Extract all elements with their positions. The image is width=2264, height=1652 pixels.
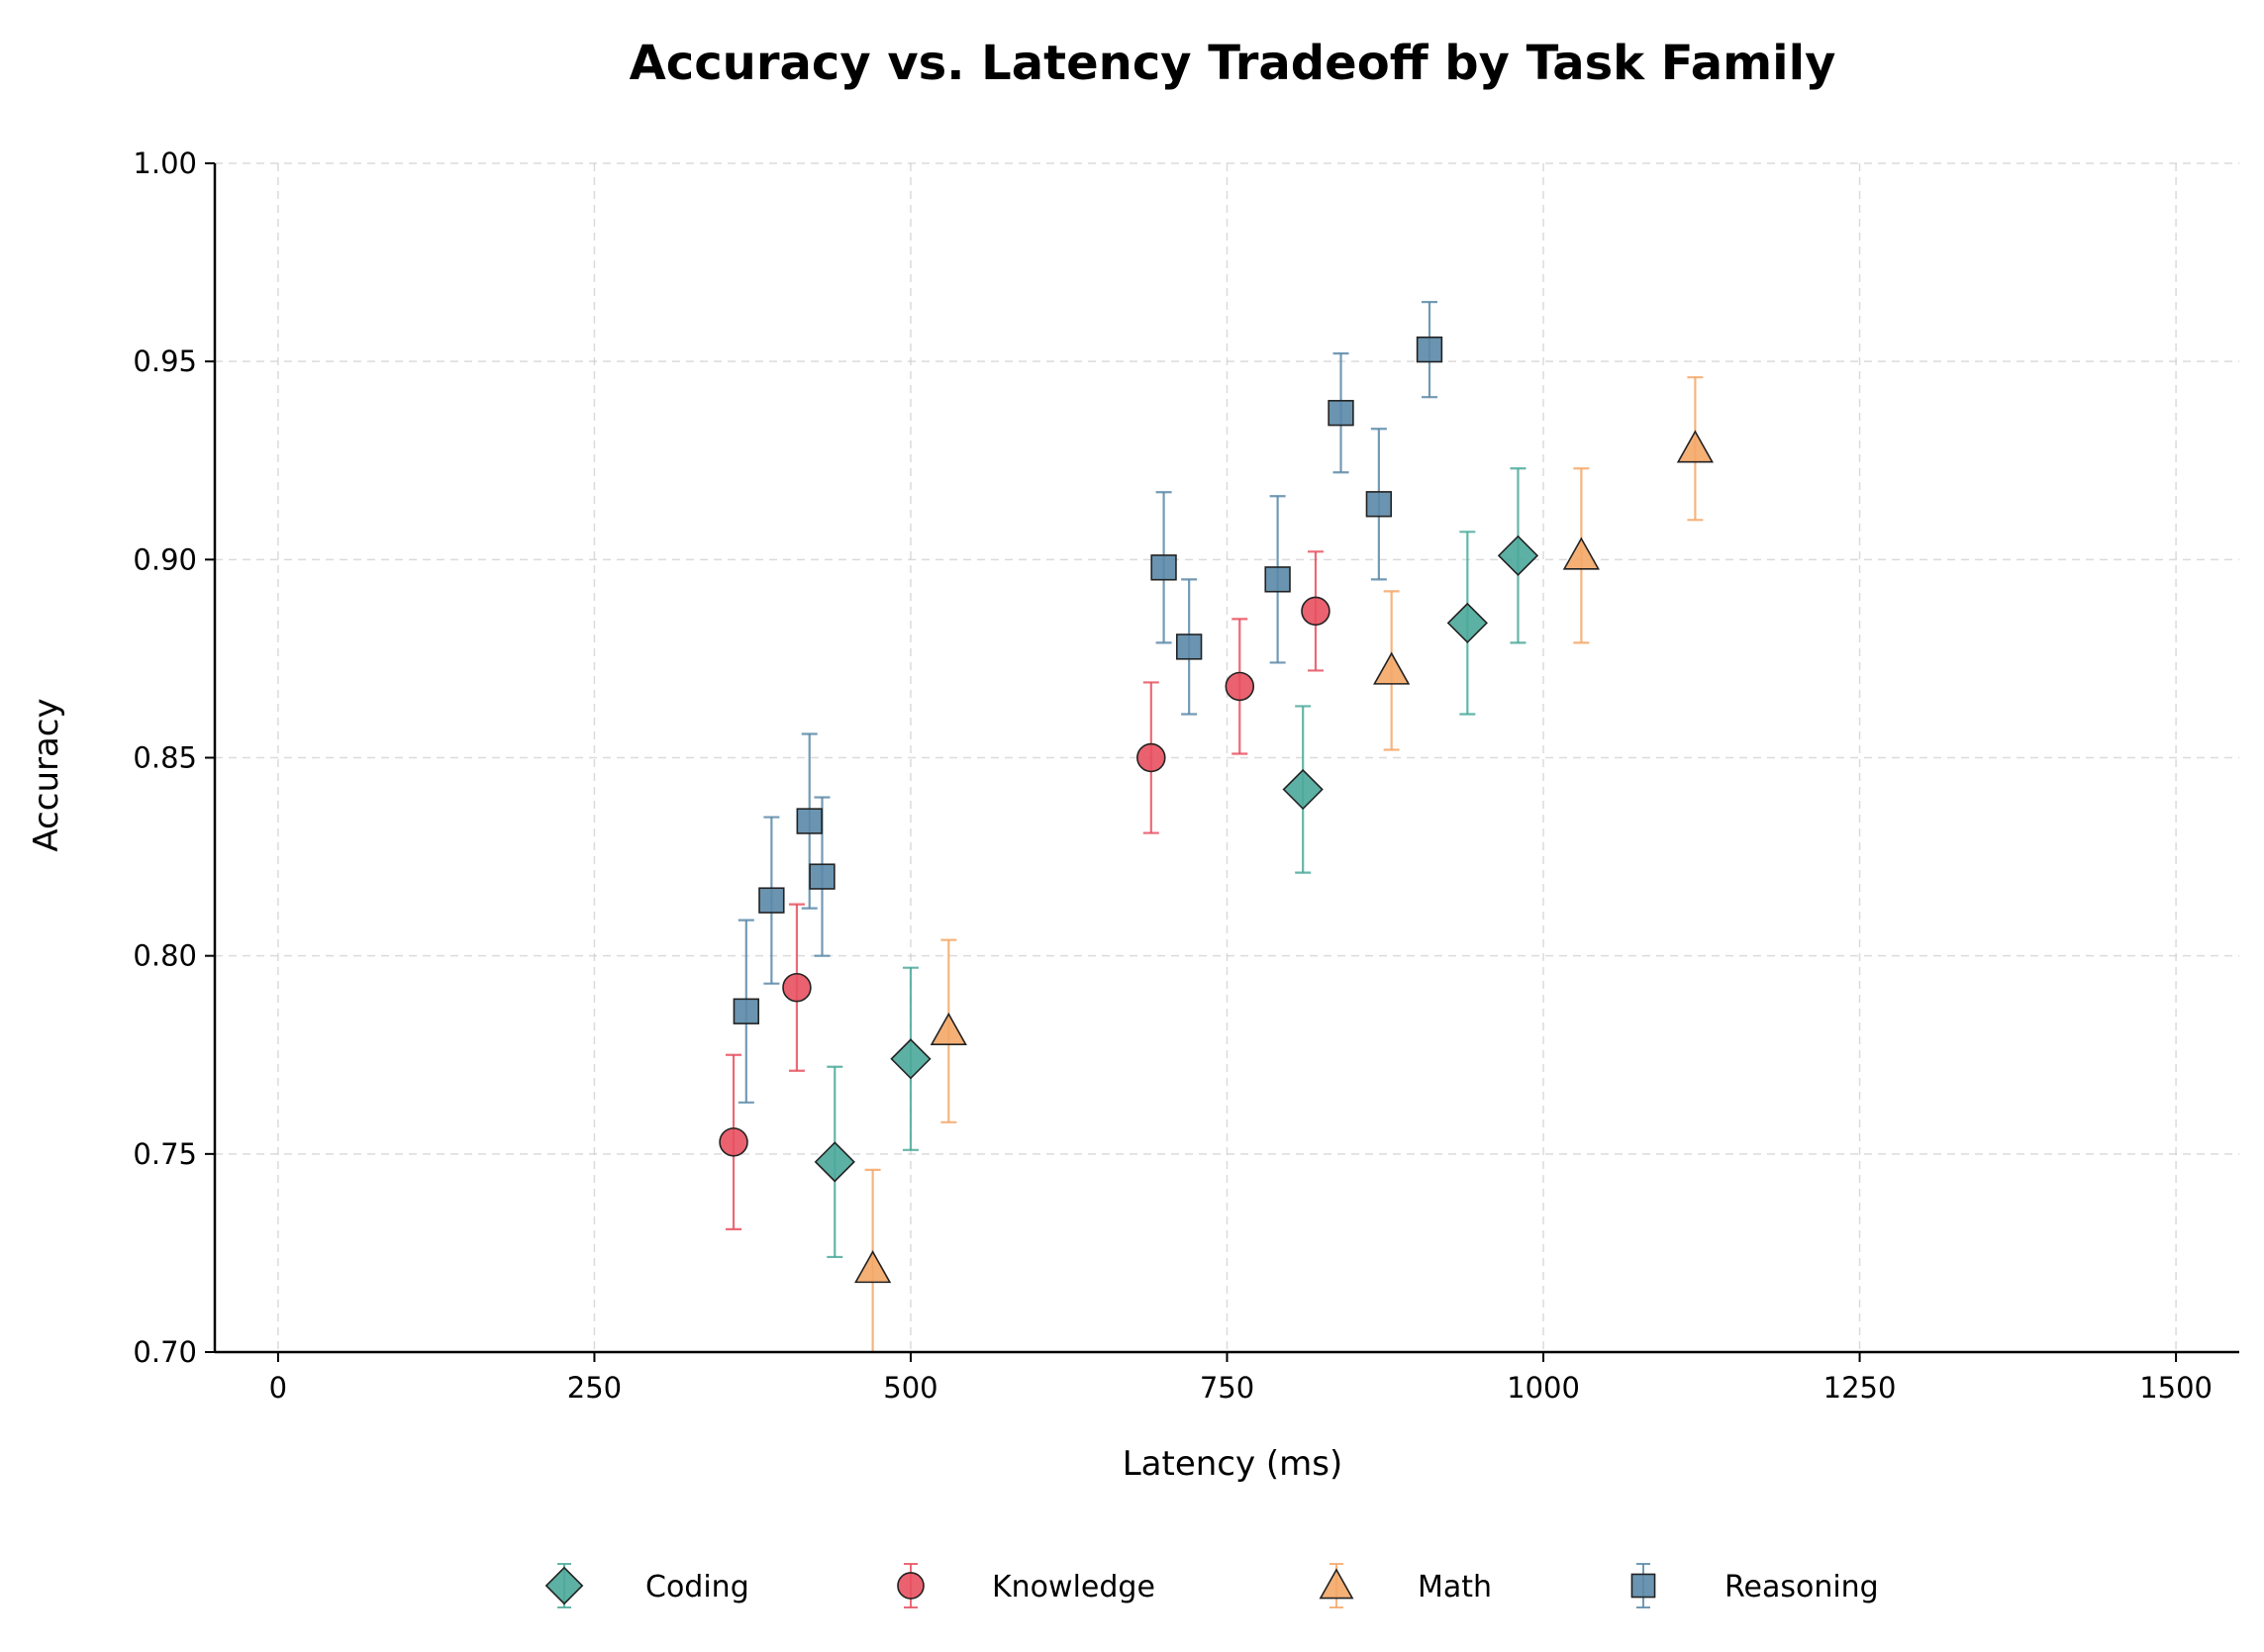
math-point xyxy=(1676,430,1715,463)
reasoning-point xyxy=(1416,336,1443,363)
y-tick-label: 0.95 xyxy=(133,344,197,378)
legend-label-coding: Coding xyxy=(645,1570,749,1604)
coding-point xyxy=(1282,768,1324,811)
x-axis-label: Latency (ms) xyxy=(1123,1444,1343,1484)
reasoning-point xyxy=(733,998,759,1024)
reasoning-point xyxy=(796,808,823,834)
coding-point xyxy=(890,1038,932,1080)
y-tick-label: 0.70 xyxy=(133,1335,197,1369)
x-tick-label: 1250 xyxy=(1823,1371,1897,1405)
knowledge-point xyxy=(1225,671,1255,702)
knowledge-point xyxy=(782,972,812,1003)
error-bars xyxy=(726,301,1704,1352)
math-point xyxy=(930,1012,967,1045)
knowledge-point xyxy=(719,1127,748,1157)
math-point xyxy=(1562,536,1600,570)
y-tick-label: 0.80 xyxy=(133,939,197,973)
math-point xyxy=(1373,651,1411,685)
axes: 0 250 500 750 1000 1250 1500 0.70 0.75 0.80 0.85 0.… xyxy=(133,146,2239,1405)
reasoning-point xyxy=(1150,554,1177,581)
legend-label-math: Math xyxy=(1418,1570,1492,1604)
legend-entry-knowledge: Knowledge xyxy=(897,1563,1155,1608)
reasoning-point xyxy=(758,887,785,914)
reasoning-point xyxy=(1264,566,1291,593)
legend-entry-coding: Coding xyxy=(544,1563,749,1608)
legend-marker-coding xyxy=(544,1566,584,1605)
knowledge-point xyxy=(1136,742,1166,773)
legend-label-reasoning: Reasoning xyxy=(1724,1570,1879,1604)
x-tick-label: 250 xyxy=(567,1371,622,1405)
knowledge-point xyxy=(1301,596,1330,627)
x-tick-label: 750 xyxy=(1200,1371,1254,1405)
grid xyxy=(215,162,2239,1352)
reasoning-point xyxy=(809,863,836,890)
reasoning-point xyxy=(1175,633,1203,660)
math-point xyxy=(854,1250,892,1284)
legend-marker-knowledge xyxy=(897,1572,925,1600)
legend-marker-math xyxy=(1319,1568,1354,1600)
coding-point xyxy=(1446,602,1488,644)
legend-entry-reasoning: Reasoning xyxy=(1630,1563,1879,1608)
reasoning-point xyxy=(1328,400,1354,427)
x-tick-label: 1000 xyxy=(1507,1371,1580,1405)
coding-point xyxy=(814,1141,855,1183)
y-tick-label: 1.00 xyxy=(133,146,197,180)
y-axis-label: Accuracy xyxy=(27,698,66,851)
legend: Coding Knowledge Math Reasoning xyxy=(544,1563,1879,1608)
x-tick-label: 0 xyxy=(269,1371,287,1405)
data-points xyxy=(719,336,1715,1284)
y-tick-label: 0.75 xyxy=(133,1137,197,1171)
legend-label-knowledge: Knowledge xyxy=(992,1570,1155,1604)
x-tick-label: 500 xyxy=(883,1371,937,1405)
y-tick-label: 0.85 xyxy=(133,741,197,775)
y-tick-label: 0.90 xyxy=(133,542,197,576)
reasoning-point xyxy=(1365,491,1393,518)
legend-marker-reasoning xyxy=(1630,1573,1656,1599)
coding-point xyxy=(1497,534,1539,576)
x-tick-label: 1500 xyxy=(2139,1371,2213,1405)
legend-entry-math: Math xyxy=(1319,1563,1492,1608)
chart-title: Accuracy vs. Latency Tradeoff by Task Fa… xyxy=(630,36,1836,91)
